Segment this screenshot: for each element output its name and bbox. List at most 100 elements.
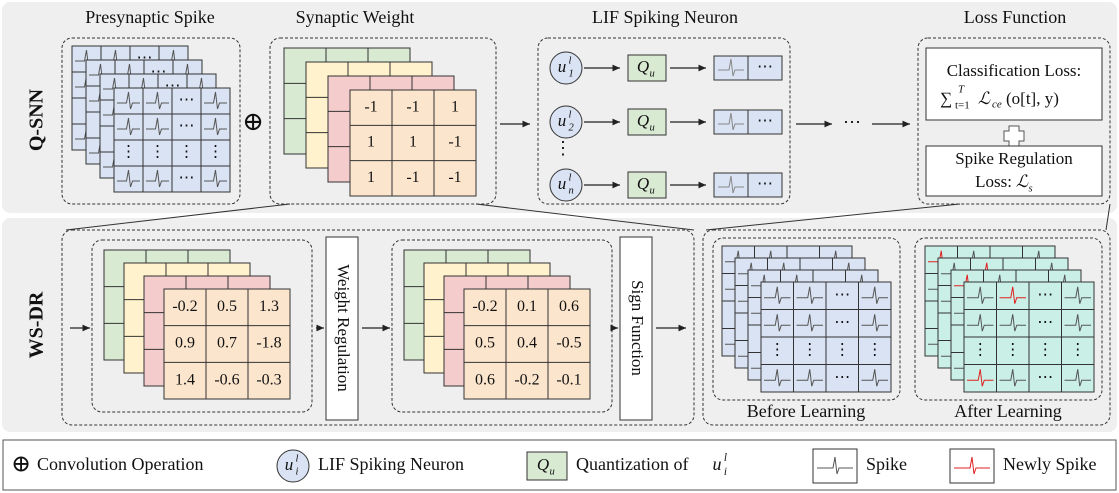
spike	[204, 91, 227, 110]
caption: Before Learning	[747, 401, 865, 421]
spike	[1064, 314, 1091, 332]
process-box	[325, 236, 359, 421]
weight-value: -0.2	[472, 298, 497, 315]
weight-value: 1.3	[259, 298, 279, 315]
formula: t=1	[955, 100, 970, 112]
spike	[204, 117, 227, 136]
spike	[1064, 369, 1091, 387]
weight-value: -1	[406, 169, 419, 186]
legend-text: Newly Spike	[1003, 454, 1097, 474]
weight-value: -1	[448, 169, 461, 186]
connector	[1105, 203, 1111, 231]
ellipsis: ⋮	[1037, 341, 1053, 358]
ellipsis: ⋮	[834, 341, 850, 358]
spike	[999, 314, 1026, 332]
weight-value: -0.6	[214, 371, 239, 388]
ellipsis: ⋯	[179, 170, 195, 187]
weight-value: 1	[409, 134, 417, 151]
weight-value: 0.9	[175, 335, 195, 352]
spike	[764, 314, 791, 332]
legend-text: LIF Spiking Neuron	[318, 454, 464, 474]
legend-symbol: ⊕	[11, 452, 31, 478]
quantizer	[627, 54, 667, 82]
weight-value: 0.4	[517, 335, 537, 352]
weight-value: 1	[367, 169, 375, 186]
spike	[999, 369, 1026, 387]
neuron-sup: l	[568, 55, 571, 66]
loss-text: Spike Regulation	[955, 149, 1073, 168]
weight-value: 0.6	[475, 371, 495, 388]
ellipsis: ⋮	[867, 341, 883, 358]
spike	[718, 58, 744, 77]
caption: After Learning	[954, 401, 1061, 421]
spike	[967, 286, 994, 304]
ellipsis: ⋮	[802, 341, 818, 358]
weight-matrix	[349, 89, 477, 197]
legend-quant-var-base: u	[713, 454, 722, 474]
spike	[764, 369, 791, 387]
legend-spike	[812, 448, 858, 484]
dashed-group	[917, 37, 1111, 205]
quantizer-base: Q	[637, 111, 649, 130]
spike	[967, 369, 994, 387]
spike	[1064, 286, 1091, 304]
legend-quant-var-sup: l	[724, 452, 727, 464]
legend-neuron-label-sub: i	[295, 466, 298, 477]
dashed-group	[61, 37, 241, 205]
weight-value: -1.8	[256, 335, 281, 352]
spike	[796, 369, 823, 387]
weight-value: -1	[364, 98, 377, 115]
ellipsis: ⋯	[834, 286, 850, 303]
weight-value: 0.7	[217, 335, 237, 352]
weight-value: 1	[367, 134, 375, 151]
output-cell	[747, 172, 783, 198]
weight-value: -0.3	[256, 371, 281, 388]
neuron	[549, 105, 583, 139]
spike	[718, 175, 744, 194]
weight-value: 0.6	[559, 298, 579, 315]
ellipsis: ⋮	[179, 144, 195, 161]
ellipsis: ⋮	[769, 341, 785, 358]
weight-value: -0.5	[556, 335, 581, 352]
neuron-base: u	[558, 174, 567, 193]
section-title: Loss Function	[964, 7, 1067, 27]
quantizer-sub: u	[649, 122, 654, 133]
weight-matrix	[163, 288, 291, 400]
formula: (o[t], y)	[1006, 89, 1059, 108]
panel-label: WS-DR	[26, 291, 48, 358]
neuron	[549, 168, 583, 202]
formula: T	[958, 84, 965, 96]
ellipsis: ⋯	[843, 112, 861, 132]
legend-text: Convolution Operation	[37, 454, 203, 474]
quantizer-sub: u	[649, 185, 654, 196]
ellipsis: ⋮	[121, 144, 137, 161]
quantizer	[627, 108, 667, 136]
weight-value: 0.5	[217, 298, 237, 315]
spike	[146, 169, 169, 188]
loss-text: Classification Loss:	[947, 61, 1082, 80]
weight-value: -1	[406, 98, 419, 115]
section-title: LIF Spiking Neuron	[592, 7, 738, 27]
ellipsis: ⋯	[757, 59, 773, 76]
legend-text: Spike	[866, 454, 907, 474]
legend-text: Quantization of	[576, 454, 688, 474]
spike	[817, 456, 853, 475]
process-label: Sign Function	[628, 280, 647, 376]
neuron-sup: l	[568, 172, 571, 183]
legend-quantizer-label-base: Q	[537, 455, 549, 474]
ellipsis: ⋯	[757, 176, 773, 193]
connector	[65, 203, 291, 231]
loss-symbol-sub: s	[1028, 183, 1032, 194]
spike	[117, 91, 140, 110]
neuron-sub: n	[568, 185, 573, 196]
spike	[861, 286, 888, 304]
ellipsis: ⋯	[1037, 286, 1053, 303]
formula: ce	[992, 99, 1002, 111]
weight-value: -1	[448, 134, 461, 151]
neuron-sup: l	[568, 109, 571, 120]
spike	[204, 169, 227, 188]
formula: ∑	[940, 89, 952, 108]
quantizer	[627, 171, 667, 199]
quantizer-base: Q	[637, 174, 649, 193]
weight-value: 1	[451, 98, 459, 115]
